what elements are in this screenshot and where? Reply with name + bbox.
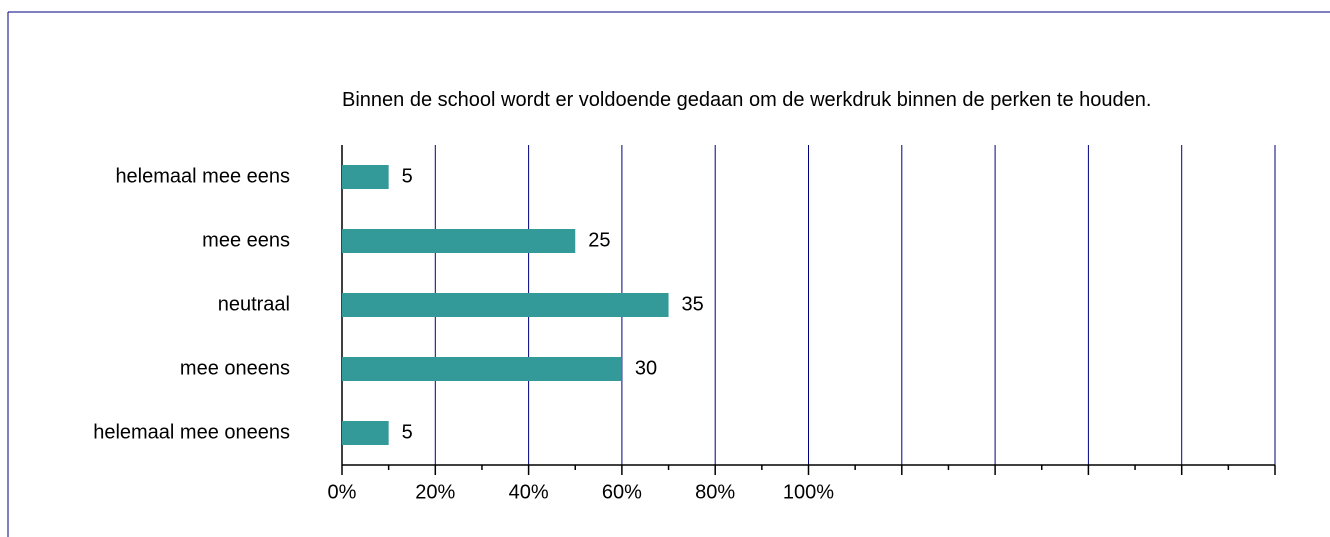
x-tick-label: 80%: [695, 481, 735, 503]
bar: [342, 229, 576, 253]
x-tick-label: 100%: [783, 481, 834, 503]
x-tick-label: 0%: [328, 481, 357, 503]
bar: [342, 357, 622, 381]
y-tick-label: mee oneens: [180, 357, 290, 379]
bar: [342, 293, 669, 317]
x-tick-label: 60%: [602, 481, 642, 503]
x-tick-label: 20%: [415, 481, 455, 503]
chart-title: Binnen de school wordt er voldoende geda…: [342, 89, 1152, 111]
y-tick-label: helemaal mee eens: [115, 165, 290, 187]
y-tick-label: mee eens: [202, 229, 290, 251]
y-tick-label: helemaal mee oneens: [93, 421, 290, 443]
value-label: 30: [635, 357, 657, 379]
value-label: 25: [588, 229, 610, 251]
value-label: 5: [402, 165, 413, 187]
x-tick-label: 40%: [509, 481, 549, 503]
value-label: 35: [682, 293, 704, 315]
value-label: 5: [402, 421, 413, 443]
bar: [342, 421, 389, 445]
bar: [342, 165, 389, 189]
y-tick-label: neutraal: [218, 293, 290, 315]
